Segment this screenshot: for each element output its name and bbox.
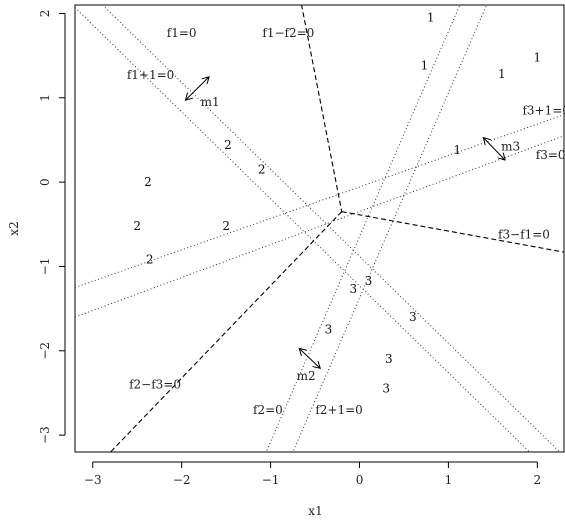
line-annotation: m1 <box>201 95 220 109</box>
data-point-class-1: 1 <box>498 67 506 81</box>
x-tick-label: 1 <box>445 473 453 487</box>
data-point-class-3: 3 <box>325 323 333 337</box>
data-point-class-3: 3 <box>382 382 390 396</box>
axes-layer: −3 −2 −1 0 1 2 −3 −2 −1 0 1 2 x1 x2 <box>7 10 541 518</box>
line-annotation: f3+1=0 <box>522 103 565 117</box>
data-point-class-2: 2 <box>222 219 230 233</box>
data-point-class-1: 1 <box>534 50 542 64</box>
dotted-margin-line-6 <box>75 136 564 317</box>
data-point-class-2: 2 <box>146 253 154 267</box>
x-tick-label: −3 <box>84 473 102 487</box>
m2-arrow <box>300 349 320 368</box>
y-tick-label: −1 <box>38 258 52 276</box>
data-point-class-1: 1 <box>453 143 461 157</box>
data-point-class-2: 2 <box>258 162 266 176</box>
line-annotation: m3 <box>501 140 520 154</box>
x-tick-label: 0 <box>356 473 364 487</box>
data-point-class-2: 2 <box>144 175 152 189</box>
y-tick-label: −2 <box>38 342 52 360</box>
line-annotation: f3=0 <box>536 148 565 162</box>
data-point-class-3: 3 <box>385 352 393 366</box>
y-tick-label: 2 <box>38 10 52 18</box>
x-tick-label: −2 <box>173 473 191 487</box>
line-annotation: f3−f1=0 <box>498 227 550 241</box>
x-axis-title: x1 <box>308 504 322 518</box>
line-annotation: f2=0 <box>253 403 283 417</box>
data-point-class-3: 3 <box>409 310 417 324</box>
line-annotation: f2−f3=0 <box>129 378 181 392</box>
annotations-layer: f1=0 f1−f2=0 f1+1=0 m1 f3+1=0 m3 f3=0 f3−f1=0 f2… <box>127 26 565 417</box>
data-point-class-3: 3 <box>349 282 357 296</box>
dotted-margin-line-3 <box>266 0 463 452</box>
line-annotation: f1=0 <box>167 26 197 40</box>
x-tick-label: 2 <box>534 473 542 487</box>
data-point-class-3: 3 <box>365 274 373 288</box>
data-point-class-1: 1 <box>421 59 429 73</box>
y-tick-label: 1 <box>38 94 52 102</box>
line-annotation: f2+1=0 <box>315 403 362 417</box>
x-tick-label: −1 <box>262 473 280 487</box>
data-point-class-2: 2 <box>133 219 141 233</box>
y-tick-label: −3 <box>38 426 52 444</box>
y-axis-title: x2 <box>7 221 21 235</box>
dashed-boundary-line-2 <box>111 212 342 452</box>
data-point-class-2: 2 <box>224 138 232 152</box>
line-annotation: f1−f2=0 <box>262 26 314 40</box>
line-annotation: m2 <box>297 369 316 383</box>
line-annotation: f1+1=0 <box>127 68 174 82</box>
y-tick-label: 0 <box>38 178 52 186</box>
data-point-class-1: 1 <box>427 11 435 25</box>
